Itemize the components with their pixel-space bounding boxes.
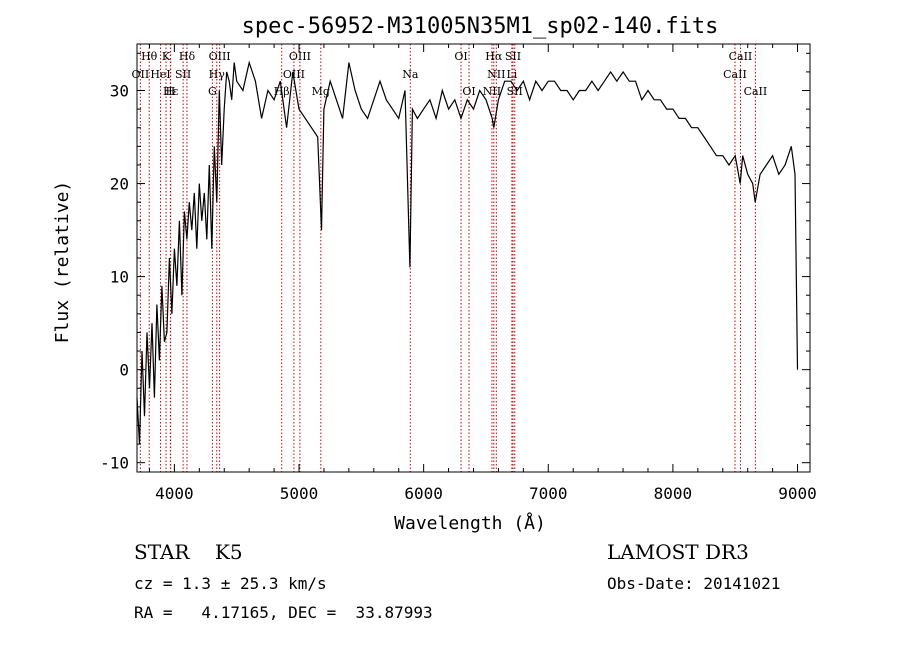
x-tick-label-5: 9000: [778, 484, 817, 503]
y-tick-label-2: 10: [110, 268, 129, 287]
line-label-8: CaII: [729, 50, 753, 63]
line-label-12: Hγ: [209, 68, 226, 81]
y-axis-ticks: -10 0 10 20 30: [100, 52, 810, 473]
line-label-0: Hθ: [141, 50, 158, 63]
line-label-11: SII: [175, 68, 191, 81]
line-label-16: Li: [506, 68, 517, 81]
y-tick-label-0: -10: [100, 454, 129, 473]
class-label: STAR: [134, 540, 190, 564]
coordinates-label: RA = 4.17165, DEC = 33.87993: [134, 603, 433, 622]
line-label-5: OI: [454, 50, 467, 63]
line-label-17: CaII: [723, 68, 747, 81]
line-label-18: Hε: [163, 85, 179, 98]
x-tick-label-2: 6000: [404, 484, 443, 503]
spectrum-line: [136, 60, 799, 445]
y-tick-label-3: 20: [110, 175, 129, 194]
line-label-4: OIII: [289, 50, 311, 63]
object-class: STAR K5: [134, 540, 243, 564]
line-label-14: Na: [402, 68, 419, 81]
line-label-2: Hδ: [179, 50, 196, 63]
line-label-10: HeI: [150, 68, 170, 81]
line-label-23: OI: [462, 85, 475, 98]
line-label-1: K: [162, 50, 171, 63]
y-tick-label-1: 0: [119, 361, 129, 380]
line-label-20: G: [208, 85, 217, 98]
line-label-19: H: [166, 85, 176, 98]
line-label-3: OIII: [209, 50, 231, 63]
redshift-label: cz = 1.3 ± 25.3 km/s: [134, 574, 327, 593]
y-tick-label-4: 30: [110, 82, 129, 101]
y-axis-label: Flux (relative): [52, 181, 73, 344]
subclass-label: K5: [214, 540, 243, 564]
x-axis-label: Wavelength (Å): [394, 512, 546, 534]
line-label-6: Hα: [485, 50, 503, 63]
line-label-13: OIII: [283, 68, 305, 81]
x-tick-label-0: 4000: [155, 484, 194, 503]
survey-label: LAMOST DR3: [607, 540, 749, 564]
line-label-9: OII: [132, 68, 150, 81]
chart-title: spec-56952-M31005N35M1_sp02-140.fits: [242, 14, 719, 39]
x-tick-label-4: 8000: [654, 484, 693, 503]
line-label-15: NII: [487, 68, 505, 81]
x-axis-ticks: 4000 5000 6000 7000 8000 9000: [148, 44, 817, 503]
line-label-22: Mg: [312, 85, 330, 98]
line-label-26: CaII: [744, 85, 768, 98]
x-tick-label-3: 7000: [529, 484, 568, 503]
x-tick-label-1: 5000: [280, 484, 319, 503]
line-label-24: NII: [483, 85, 501, 98]
line-label-7: SII: [505, 50, 521, 63]
obs-date-label: Obs-Date: 20141021: [607, 574, 781, 593]
